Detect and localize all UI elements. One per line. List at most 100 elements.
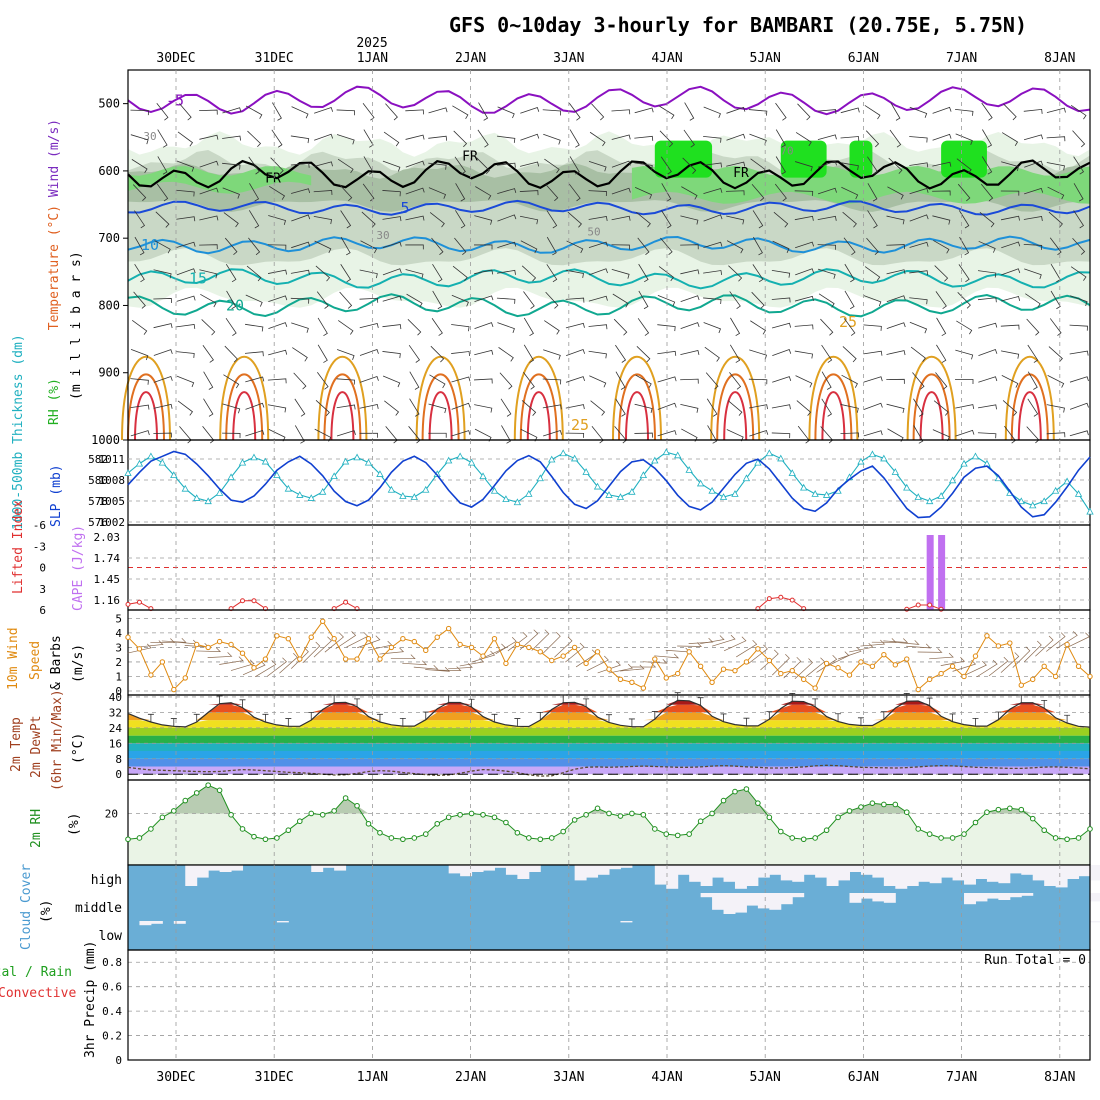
wind10m-barb <box>1035 635 1054 657</box>
wind-barb <box>1069 376 1089 383</box>
wind10m-point <box>881 651 887 658</box>
wind-barb <box>500 398 512 417</box>
wind-barb <box>248 210 260 229</box>
pressure-tick-label: 800 <box>98 298 120 312</box>
millibars-label: (m i l l i b a r s) <box>69 251 84 400</box>
wind10m-barb <box>642 658 668 664</box>
wind-barb <box>729 344 741 363</box>
thickness-point <box>364 458 373 466</box>
wind10m-point <box>789 667 795 674</box>
thickness-point <box>376 470 384 477</box>
day-label-top: 5JAN <box>750 51 781 66</box>
wind-barb <box>955 378 974 385</box>
wind-barb <box>313 216 333 225</box>
wind-barb <box>703 241 723 248</box>
wind10m-barb <box>196 647 222 652</box>
wind-barb <box>909 214 929 222</box>
wind-barb <box>684 102 695 121</box>
wind-barb <box>1049 237 1062 256</box>
wind-barb <box>245 402 265 410</box>
wind-barb <box>886 378 905 384</box>
wind10m-barb <box>597 660 621 674</box>
warm-contour <box>625 391 649 441</box>
wind-barb <box>680 269 700 275</box>
warm-contour <box>612 356 662 441</box>
wind-barb <box>589 131 606 147</box>
wind10m-marks <box>125 618 1093 693</box>
day-label-bottom: 30DEC <box>156 1070 195 1085</box>
wind-barb <box>657 324 676 332</box>
thickness-point <box>227 473 235 481</box>
wind-barb <box>498 347 514 362</box>
day-label-bottom: 1JAN <box>357 1070 388 1085</box>
wind10m-barb <box>1056 631 1078 649</box>
lifted-index-point <box>915 602 921 608</box>
thickness-point <box>811 490 819 497</box>
wind-barb <box>1027 398 1039 417</box>
rh2m-point <box>1018 806 1025 813</box>
wind-barb <box>362 183 375 202</box>
temp-band <box>128 743 1090 751</box>
wind10m-point <box>491 635 498 642</box>
wind-barb <box>157 129 168 148</box>
cloud-gap <box>597 865 610 875</box>
wind-barb <box>772 240 790 253</box>
warm-contour <box>1017 391 1042 441</box>
wind-barb <box>408 344 421 363</box>
wind-barb <box>748 109 768 116</box>
wind-barb <box>909 270 929 276</box>
wind-barb <box>637 237 650 256</box>
wind-barb <box>546 210 558 229</box>
cloud-gap <box>448 865 461 874</box>
wind10m-point <box>194 641 200 648</box>
cloud-gap <box>1032 865 1045 881</box>
wind-barb <box>542 404 562 410</box>
thickness-point <box>273 471 281 479</box>
wind-barb <box>565 376 585 383</box>
wind10m-barb <box>964 660 987 676</box>
wind10m-barb <box>254 660 277 678</box>
wind10m-point <box>835 665 841 671</box>
rh2m-point <box>354 802 360 809</box>
rh-contour-label: 30 <box>376 229 389 242</box>
rh2m-point <box>663 831 670 837</box>
wind-barb <box>406 293 423 308</box>
wind-barb <box>428 107 448 114</box>
thickness-point <box>857 457 865 465</box>
wind-barb <box>454 237 467 256</box>
thickness-point <box>193 494 201 501</box>
dewpoint-line <box>127 764 1091 777</box>
wind10m-barb <box>760 649 779 671</box>
wind10m-barb <box>230 659 255 671</box>
wind10m-barb <box>906 643 932 649</box>
wind-barb <box>566 349 586 356</box>
wind10m-barb <box>736 640 758 658</box>
wind-barb <box>382 190 401 197</box>
rh2m-point <box>640 811 647 818</box>
wind10m-point <box>297 656 303 662</box>
temp2m-axis-label-1: 2m Temp <box>9 717 24 772</box>
wind-barb <box>1026 318 1040 336</box>
wind-barb <box>475 186 492 200</box>
wind-barb <box>565 322 585 329</box>
rh2m-point <box>915 826 922 832</box>
isotherm-line <box>127 293 1091 318</box>
thickness-point <box>880 454 888 462</box>
rh2m-point <box>961 831 967 837</box>
rh2m-axis-label: 2m RH <box>29 809 44 848</box>
rh2m-point <box>835 814 841 821</box>
thickness-y-label: 1000-500mb Thickness (dm) SLP (mb) <box>11 334 64 530</box>
wind10m-barb <box>531 629 550 651</box>
rh2m-point <box>400 836 406 843</box>
wind10m-point <box>617 676 624 683</box>
freezing-level-label: FR <box>265 171 281 186</box>
wind10m-point <box>1075 663 1082 670</box>
wind-barb <box>751 291 765 309</box>
rh2m-point <box>125 836 131 843</box>
wind-barb <box>199 269 218 279</box>
cloud-gap <box>975 865 988 879</box>
wind10m-barb <box>554 636 573 658</box>
wind-barb <box>474 378 493 384</box>
upper-pressure-ticks: 500 600 700 800 900 1000 <box>91 97 128 447</box>
wind-barb <box>588 350 607 359</box>
